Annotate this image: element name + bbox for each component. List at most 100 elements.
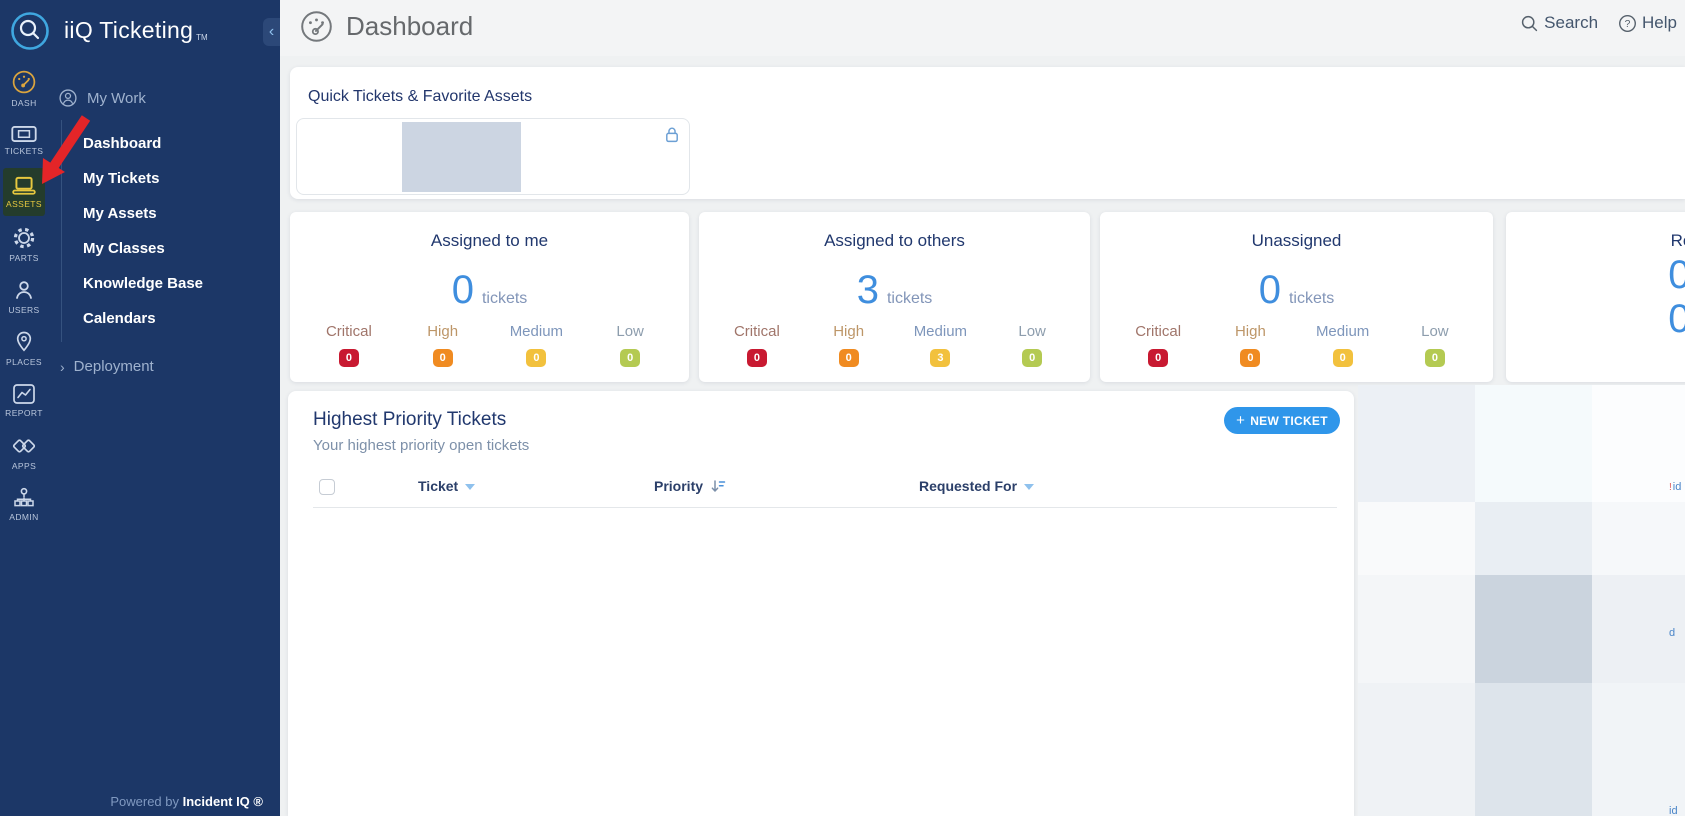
help-button[interactable]: ? Help	[1618, 13, 1677, 33]
stat-card-unassigned[interactable]: Unassigned 0 tickets Critical 0 High 0 Med…	[1100, 212, 1493, 382]
sort-desc-icon	[711, 479, 726, 492]
incident-iq-brand: Incident IQ ®	[182, 794, 263, 809]
sidebar-item-my-assets[interactable]: My Assets	[83, 205, 157, 222]
quick-ticket-tile[interactable]	[296, 118, 690, 195]
severity-badge[interactable]: 0	[526, 349, 547, 367]
column-header-requested-for[interactable]: Requested For	[919, 478, 1035, 494]
rail-item-dash[interactable]: DASH	[0, 62, 48, 114]
user-icon	[16, 280, 32, 299]
org-tree-icon	[14, 487, 34, 506]
severity-label: Critical	[1135, 323, 1182, 340]
rail-item-assets[interactable]: ASSETS	[3, 168, 45, 216]
sidebar-section-my-work[interactable]: My Work	[48, 82, 280, 120]
rail-item-parts[interactable]: PARTS	[0, 218, 48, 270]
powered-by-text: Powered by	[110, 794, 179, 809]
rail-item-places[interactable]: PLACES	[0, 322, 48, 374]
severity-row: Critical 0 High 0 Medium 3 Low 0	[699, 323, 1090, 367]
severity-label: High	[427, 323, 459, 340]
deployment-label: Deployment	[73, 358, 154, 375]
column-header-priority[interactable]: Priority	[654, 478, 726, 494]
ticket-count: 3 tickets	[856, 268, 933, 312]
apps-icon	[12, 438, 36, 453]
severity-label: Medium	[1315, 323, 1370, 340]
severity-badge[interactable]: 0	[338, 349, 359, 367]
gear-icon	[13, 227, 35, 248]
quick-tickets-panel: Quick Tickets & Favorite Assets	[290, 67, 1685, 199]
sidebar-item-dashboard[interactable]: Dashboard	[83, 135, 162, 152]
sidebar-item-calendars[interactable]: Calendars	[83, 310, 156, 327]
sidebar-section-deployment[interactable]: › Deployment	[48, 342, 280, 375]
lock-icon[interactable]	[664, 126, 680, 144]
app-logo[interactable]: iiQ Ticketing TM	[10, 11, 208, 51]
stat-card-assigned-to-me[interactable]: Assigned to me 0 tickets Critical 0 High 0…	[290, 212, 689, 382]
severity-label: High	[833, 323, 865, 340]
stat-card-resolved[interactable]: Resolved 0 tickets 0 tickets	[1506, 212, 1685, 382]
redacted-tile	[1592, 502, 1685, 575]
select-all-checkbox[interactable]	[319, 479, 335, 495]
new-ticket-button[interactable]: + NEW TICKET	[1224, 407, 1340, 434]
severity-badge[interactable]: 3	[930, 349, 951, 367]
severity-label: Low	[1018, 323, 1046, 340]
sidebar-item-my-tickets[interactable]: My Tickets	[83, 170, 160, 187]
resolved-count-row: 0 tickets	[1668, 253, 1685, 297]
topbar-actions: Search ? Help	[1520, 13, 1677, 33]
ticket-count: 0 tickets	[1258, 268, 1335, 312]
rail-item-report[interactable]: REPORT	[0, 374, 48, 426]
sidebar-collapse-button[interactable]: ‹	[263, 18, 280, 46]
icon-rail: DASH TICKETS ASSETS	[0, 62, 48, 530]
severity-label: Critical	[733, 323, 780, 340]
dashboard-gauge-icon	[301, 11, 332, 42]
svg-text:?: ?	[1625, 18, 1631, 29]
search-icon	[1522, 15, 1538, 31]
rail-item-apps[interactable]: APPS	[0, 426, 48, 478]
ticket-count: 0 tickets	[451, 268, 528, 312]
column-header-ticket[interactable]: Ticket	[418, 478, 476, 494]
severity-badge[interactable]: 0	[1148, 349, 1169, 367]
redacted-tile	[1475, 502, 1592, 575]
severity-label: Low	[1421, 323, 1449, 340]
severity-badge[interactable]: 0	[746, 349, 767, 367]
sidebar-item-knowledge-base[interactable]: Knowledge Base	[83, 275, 204, 292]
top-bar: Dashboard Search ? Help	[280, 0, 1685, 56]
severity-badge[interactable]: 0	[432, 349, 453, 367]
chevron-left-icon: ‹	[268, 23, 275, 40]
chart-icon	[13, 383, 35, 404]
rail-item-users[interactable]: USERS	[0, 270, 48, 322]
redacted-tile	[1475, 575, 1592, 683]
page-title: Dashboard	[300, 10, 473, 43]
severity-badge[interactable]: 0	[1240, 349, 1261, 367]
card-title: Assigned to me	[430, 231, 549, 250]
section-label: My Work	[87, 89, 146, 107]
clipped-text-fragment: !id	[1669, 481, 1682, 493]
search-label: Search	[1544, 13, 1599, 32]
severity-badge[interactable]: 0	[1332, 349, 1353, 367]
stat-card-assigned-to-others[interactable]: Assigned to others 3 tickets Critical 0 H…	[699, 212, 1090, 382]
card-title: Assigned to others	[824, 231, 965, 250]
gauge-icon	[12, 70, 36, 93]
rail-item-tickets[interactable]: TICKETS	[0, 114, 48, 166]
card-title: Resolved	[1670, 231, 1685, 250]
severity-label: Medium	[509, 323, 564, 340]
severity-row: Critical 0 High 0 Medium 0 Low 0	[1100, 323, 1493, 367]
table-header-divider	[313, 507, 1337, 508]
powered-by-footer: Powered by Incident IQ ®	[110, 794, 263, 809]
app-title: iiQ Ticketing	[64, 17, 194, 43]
iiq-logo-icon	[11, 12, 49, 50]
severity-badge[interactable]: 0	[838, 349, 859, 367]
severity-badge[interactable]: 0	[1022, 349, 1043, 367]
laptop-icon	[12, 176, 36, 195]
severity-label: Critical	[325, 323, 372, 340]
priority-panel-subtitle: Your highest priority open tickets	[313, 437, 530, 454]
sidebar-item-my-classes[interactable]: My Classes	[83, 240, 165, 257]
search-button[interactable]: Search	[1520, 13, 1598, 33]
severity-badge[interactable]: 0	[1424, 349, 1445, 367]
person-circle-icon	[59, 89, 77, 107]
rail-item-admin[interactable]: ADMIN	[0, 478, 48, 530]
chevron-down-icon	[1024, 484, 1035, 490]
redacted-tile	[1358, 575, 1475, 683]
severity-badge[interactable]: 0	[620, 349, 641, 367]
redacted-tile	[1592, 575, 1685, 683]
redacted-content-area	[1358, 385, 1685, 816]
redacted-tile	[1358, 683, 1475, 816]
